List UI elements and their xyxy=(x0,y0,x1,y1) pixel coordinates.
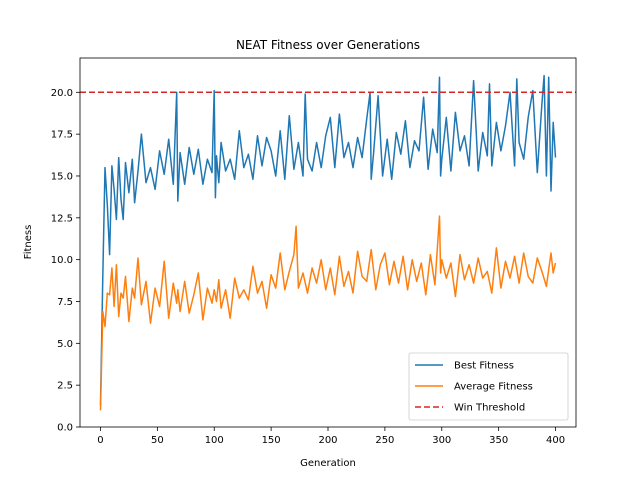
x-tick-label: 350 xyxy=(489,435,508,446)
y-tick-label: 20.0 xyxy=(51,88,73,99)
x-axis-ticks: 0 50 100 150 200 250 300 350 400 xyxy=(97,427,565,446)
x-tick-label: 150 xyxy=(262,435,281,446)
y-tick-label: 0.0 xyxy=(57,423,73,434)
y-tick-label: 17.5 xyxy=(51,130,73,141)
y-axis-label: Fitness xyxy=(23,225,34,260)
x-tick-label: 250 xyxy=(375,435,394,446)
win-threshold-legend-label: Win Threshold xyxy=(454,403,525,414)
chart-title: NEAT Fitness over Generations xyxy=(236,38,420,52)
y-tick-label: 10.0 xyxy=(51,255,73,266)
x-axis-label: Generation xyxy=(300,458,356,469)
legend-frame xyxy=(408,352,569,421)
legend: Best Fitness Average Fitness Win Threshold xyxy=(408,352,569,421)
y-tick-label: 7.5 xyxy=(57,297,73,308)
y-axis-ticks: 0.0 2.5 5.0 7.5 10.0 12.5 15.0 17.5 20.0 xyxy=(51,88,80,434)
average-fitness-legend-label: Average Fitness xyxy=(454,382,533,393)
x-tick-label: 0 xyxy=(97,435,103,446)
x-tick-label: 400 xyxy=(546,435,565,446)
plot-area xyxy=(80,74,576,411)
x-tick-label: 50 xyxy=(151,435,164,446)
best-fitness-line xyxy=(99,74,557,406)
y-tick-label: 15.0 xyxy=(51,171,73,182)
y-tick-label: 5.0 xyxy=(57,339,73,350)
x-tick-label: 200 xyxy=(318,435,337,446)
y-tick-label: 2.5 xyxy=(57,381,73,392)
x-tick-label: 300 xyxy=(432,435,451,446)
average-fitness-line xyxy=(99,215,557,411)
best-fitness-legend-label: Best Fitness xyxy=(454,361,514,372)
y-tick-label: 12.5 xyxy=(51,213,73,224)
x-tick-label: 100 xyxy=(205,435,224,446)
